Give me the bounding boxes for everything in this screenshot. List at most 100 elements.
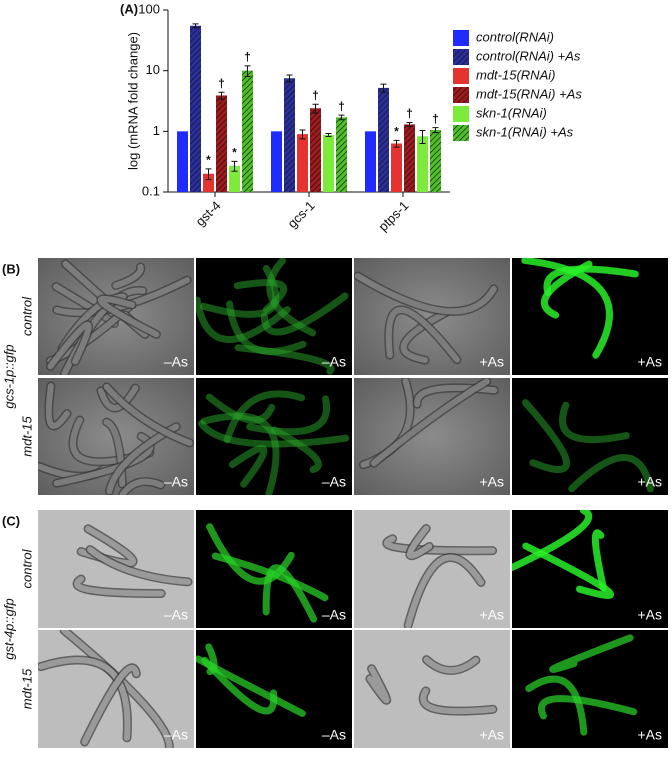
error-bar [325, 133, 332, 138]
error-bar [393, 139, 400, 148]
micrograph [354, 378, 510, 495]
worm-body [120, 478, 164, 495]
legend-label: mdt-15(RNAi) [476, 67, 555, 82]
worm-body [61, 630, 173, 748]
error-bar [205, 168, 212, 181]
worm-body [47, 321, 92, 370]
bar [391, 143, 402, 192]
worm-fluorescence [549, 634, 634, 673]
image-caption: –As [164, 354, 188, 370]
micrograph [354, 510, 510, 628]
legend-label: skn-1(RNAi) [476, 105, 547, 120]
worm-body [103, 383, 193, 446]
worm-fluorescence [228, 445, 268, 488]
legend-swatch [453, 68, 469, 84]
image-caption: –As [164, 607, 188, 623]
worm-body [97, 296, 160, 338]
worm-body [38, 657, 131, 741]
legend-label: skn-1(RNAi) +As [476, 124, 574, 139]
image-background [196, 630, 352, 748]
y-axis-label: log (mRNA fold change) [125, 32, 140, 170]
error-bar [192, 23, 199, 29]
worm-fluorescence [521, 399, 571, 473]
image-caption: +As [637, 474, 662, 490]
bar [417, 136, 428, 192]
significance-mark: † [338, 99, 345, 113]
image-caption: –As [322, 354, 346, 370]
bar [297, 134, 308, 192]
error-bar [286, 74, 293, 83]
worm-body [45, 383, 71, 429]
worm-fluorescence [205, 643, 218, 676]
micrograph [38, 630, 194, 748]
legend-label: control(RNAi) +As [476, 48, 581, 63]
micrograph [38, 378, 194, 495]
bar [430, 130, 441, 192]
image-caption: –As [322, 727, 346, 743]
panel-label: (C) [2, 513, 20, 528]
worm-fluorescence [522, 542, 614, 599]
image-caption: +As [479, 727, 504, 743]
legend-swatch [453, 125, 469, 141]
micrograph [196, 258, 352, 375]
worm-fluorescence [223, 390, 306, 444]
legend-swatch [453, 87, 469, 103]
image-background [354, 378, 510, 495]
bar [271, 131, 282, 192]
bar [378, 87, 389, 192]
y-tick-label: 1 [153, 123, 160, 138]
worm-fluorescence [246, 395, 331, 436]
legend-swatch [453, 106, 469, 122]
error-bar [419, 130, 426, 145]
significance-mark: † [312, 88, 319, 102]
panel-label: (A) [120, 1, 138, 16]
worm-fluorescence [538, 695, 638, 720]
image-caption: +As [637, 354, 662, 370]
worm-body [385, 307, 461, 363]
micrograph [512, 258, 668, 375]
row-label: control [19, 296, 34, 336]
micrograph [38, 258, 194, 375]
worm-body [87, 546, 192, 585]
worm-fluorescence [568, 454, 654, 493]
worm-body [97, 385, 139, 411]
error-bar [231, 160, 238, 172]
significance-mark: † [218, 76, 225, 90]
bar [177, 131, 188, 192]
worm-fluorescence [201, 656, 278, 715]
worm-fluorescence [543, 265, 639, 297]
worm-fluorescence [512, 510, 593, 571]
reporter-label: gst-4p::gfp [1, 598, 16, 659]
micrograph [196, 510, 352, 628]
error-bar [338, 114, 345, 121]
image-caption: –As [164, 474, 188, 490]
y-tick-label: 100 [138, 1, 160, 16]
worm-fluorescence [559, 401, 630, 444]
row-label: mdt-15 [19, 416, 34, 457]
micrograph [354, 258, 510, 375]
bar [404, 124, 415, 192]
bar [323, 135, 334, 192]
error-bar [244, 65, 251, 78]
image-caption: –As [322, 474, 346, 490]
row-label: control [19, 548, 34, 588]
image-caption: +As [637, 607, 662, 623]
worm-fluorescence [226, 300, 307, 355]
worm-fluorescence [205, 393, 276, 424]
worm-body [366, 665, 390, 704]
worm-fluorescence [525, 675, 588, 736]
row-label: mdt-15 [19, 668, 34, 709]
significance-mark: * [394, 125, 399, 139]
micrograph [354, 630, 510, 748]
worm-body [383, 535, 496, 554]
bar [336, 117, 347, 192]
worm-body [420, 687, 496, 715]
image-caption: +As [637, 727, 662, 743]
worm-fluorescence [591, 529, 607, 592]
error-bar [406, 121, 413, 128]
worm-body [423, 656, 479, 674]
worm-body [400, 309, 449, 364]
micrograph [38, 510, 194, 628]
x-tick-label: gst-4 [193, 198, 224, 229]
